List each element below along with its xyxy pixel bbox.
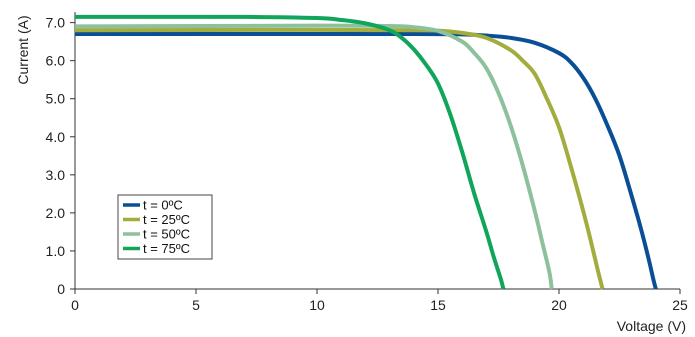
x-tick-label: 10 <box>309 297 325 313</box>
x-axis-title: Voltage (V) <box>617 318 686 334</box>
y-tick-label: 6.0 <box>46 53 66 69</box>
y-tick-label: 4.0 <box>46 129 66 145</box>
y-axis-title: Current (A) <box>15 15 31 84</box>
x-tick-label: 25 <box>672 297 688 313</box>
series-lines <box>74 14 658 290</box>
legend-label-1: t = 25ºC <box>143 212 190 227</box>
y-tick-label: 5.0 <box>46 91 66 107</box>
x-tick-label: 5 <box>192 297 200 313</box>
y-tick-label: 1.0 <box>46 243 66 259</box>
y-tick-label: 7.0 <box>46 15 66 31</box>
series-line-3 <box>74 14 506 290</box>
y-tick-label: 3.0 <box>46 167 66 183</box>
legend-label-3: t = 75ºC <box>143 241 190 256</box>
legend-label-0: t = 0ºC <box>143 198 183 213</box>
axes <box>74 12 680 290</box>
y-tick-label: 0 <box>57 281 65 297</box>
y-tick-label: 2.0 <box>46 205 66 221</box>
x-tick-label: 0 <box>71 297 79 313</box>
y-ticks: 0 1.0 2.0 3.0 4.0 5.0 6.0 7.0 <box>46 15 75 297</box>
series-line-0 <box>75 31 658 290</box>
legend-label-2: t = 50ºC <box>143 227 190 242</box>
x-tick-label: 20 <box>551 297 567 313</box>
x-ticks: 0 5 10 15 20 25 <box>71 289 688 313</box>
x-tick-label: 15 <box>430 297 446 313</box>
series-line-1 <box>74 27 605 290</box>
